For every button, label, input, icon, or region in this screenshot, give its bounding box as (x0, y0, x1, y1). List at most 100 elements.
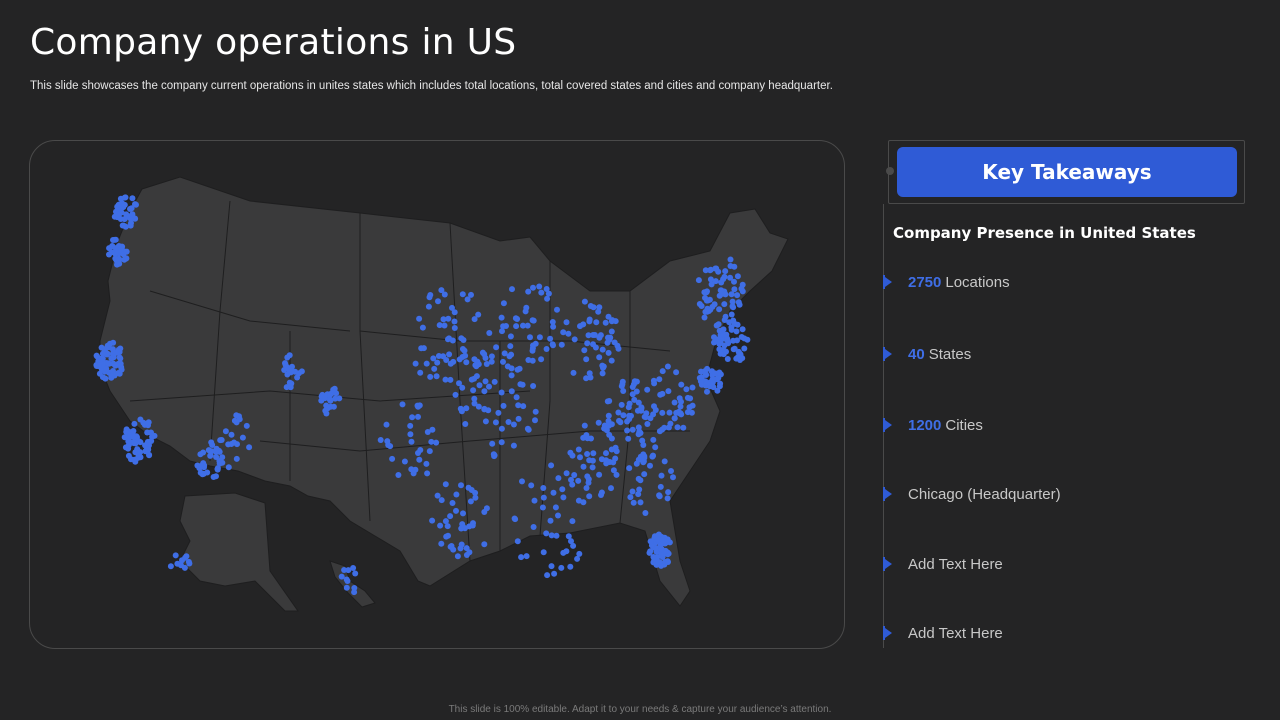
location-dot-icon (518, 554, 525, 561)
location-dot-icon (116, 354, 123, 361)
location-dot-icon (701, 289, 708, 296)
location-dot-icon (563, 548, 570, 555)
location-dot-icon (295, 370, 302, 377)
location-dot-icon (575, 497, 582, 504)
location-dot-icon (284, 354, 291, 361)
location-dot-icon (123, 248, 130, 255)
location-dot-icon (327, 397, 334, 404)
location-dot-icon (222, 428, 229, 435)
location-dot-icon (492, 419, 499, 426)
location-dot-icon (707, 266, 714, 273)
location-dot-icon (738, 334, 745, 340)
location-dot-icon (213, 454, 220, 460)
takeaway-text: States (928, 345, 972, 363)
location-dot-icon (458, 482, 464, 489)
frame-connector-dot (886, 167, 894, 175)
key-takeaways-button[interactable]: Key Takeaways (897, 147, 1237, 197)
location-dot-icon (350, 565, 357, 571)
location-dot-icon (665, 489, 672, 496)
location-dot-icon (620, 412, 627, 419)
location-dot-icon (434, 359, 441, 366)
location-dot-icon (563, 319, 570, 326)
location-dot-icon (614, 342, 621, 349)
location-dot-icon (633, 388, 640, 395)
location-dot-icon (585, 332, 592, 339)
location-dot-icon (664, 495, 671, 502)
location-dot-icon (540, 549, 547, 556)
location-dot-icon (643, 410, 650, 417)
location-dot-icon (569, 518, 576, 525)
location-dot-icon (707, 276, 714, 283)
location-dot-icon (613, 471, 620, 478)
location-dot-icon (239, 434, 246, 441)
location-dot-icon (677, 403, 684, 410)
location-dot-icon (99, 355, 106, 362)
location-dot-icon (716, 383, 723, 390)
location-dot-icon (433, 373, 440, 380)
location-dot-icon (453, 507, 459, 514)
location-dot-icon (471, 400, 478, 407)
location-dot-icon (674, 424, 681, 431)
location-dot-icon (197, 451, 204, 458)
location-dot-icon (121, 194, 128, 201)
location-dot-icon (586, 457, 593, 464)
location-dot-icon (590, 450, 597, 457)
takeaway-text: Cities (945, 416, 983, 434)
location-dot-icon (481, 541, 488, 548)
location-dot-icon (481, 406, 488, 413)
location-dot-icon (595, 308, 602, 315)
location-dot-icon (584, 435, 591, 442)
location-dot-icon (581, 347, 588, 354)
location-dot-icon (389, 455, 396, 462)
location-dot-icon (129, 195, 136, 202)
location-dot-icon (476, 382, 483, 389)
location-dot-icon (701, 314, 708, 321)
location-dot-icon (540, 494, 547, 501)
location-dot-icon (602, 319, 609, 326)
location-dot-icon (121, 201, 128, 208)
location-dot-icon (424, 470, 431, 477)
location-dot-icon (459, 346, 466, 352)
location-dot-icon (539, 504, 546, 511)
location-dot-icon (463, 545, 470, 552)
location-dot-icon (576, 550, 583, 557)
location-dot-icon (712, 278, 719, 285)
location-dot-icon (656, 428, 663, 435)
location-dot-icon (656, 376, 663, 383)
location-dot-icon (102, 375, 109, 382)
location-dot-icon (451, 309, 458, 316)
location-dot-icon (702, 368, 708, 375)
location-dot-icon (498, 425, 505, 432)
location-dot-icon (538, 289, 545, 296)
location-dot-icon (721, 301, 728, 308)
takeaway-item-states: 40 States (880, 343, 971, 365)
location-dot-icon (114, 211, 121, 218)
location-dot-icon (653, 561, 660, 568)
location-dot-icon (486, 383, 492, 390)
location-dot-icon (671, 399, 678, 406)
location-dot-icon (410, 470, 417, 477)
location-dot-icon (722, 313, 729, 320)
location-dot-icon (513, 394, 520, 401)
location-dot-icon (470, 387, 477, 394)
location-dot-icon (618, 401, 625, 408)
location-dot-icon (635, 475, 642, 482)
location-dot-icon (458, 541, 465, 548)
location-dot-icon (446, 351, 453, 358)
location-dot-icon (711, 334, 717, 341)
location-dot-icon (595, 419, 602, 426)
location-dot-icon (630, 499, 637, 506)
location-dot-icon (551, 570, 558, 577)
location-dot-icon (425, 303, 432, 310)
takeaway-number: 1200 (908, 416, 942, 434)
location-dot-icon (608, 318, 615, 325)
location-dot-icon (128, 205, 135, 212)
location-dot-icon (601, 422, 608, 429)
location-dot-icon (706, 296, 713, 303)
location-dot-icon (137, 449, 144, 456)
location-dot-icon (172, 552, 179, 559)
location-dot-icon (519, 478, 525, 485)
location-dot-icon (288, 368, 295, 375)
location-dot-icon (514, 538, 521, 545)
location-dot-icon (530, 317, 537, 324)
